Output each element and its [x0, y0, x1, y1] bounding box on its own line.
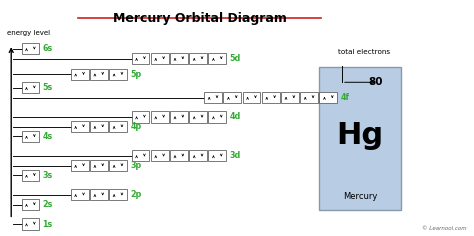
Bar	[204, 92, 222, 103]
Bar	[90, 189, 108, 200]
Bar	[189, 111, 207, 122]
Bar	[21, 170, 39, 181]
Bar	[189, 53, 207, 64]
Bar	[21, 82, 39, 93]
Bar	[71, 160, 89, 171]
Bar	[21, 219, 39, 230]
Text: 3s: 3s	[43, 171, 53, 180]
Text: 3p: 3p	[130, 161, 141, 170]
Text: Mercury Orbital Diagram: Mercury Orbital Diagram	[113, 12, 286, 25]
Bar	[109, 160, 127, 171]
Bar	[90, 69, 108, 80]
Text: Hg: Hg	[337, 121, 383, 150]
Bar	[281, 92, 299, 103]
Bar	[132, 111, 149, 122]
Text: 5d: 5d	[229, 54, 241, 63]
Bar	[151, 111, 169, 122]
Text: © Learnool.com: © Learnool.com	[422, 226, 466, 231]
Bar	[109, 189, 127, 200]
Bar	[170, 111, 188, 122]
Bar	[21, 131, 39, 142]
Bar	[170, 150, 188, 161]
Bar	[109, 121, 127, 132]
Bar	[151, 150, 169, 161]
Text: 4d: 4d	[229, 113, 241, 122]
Bar	[132, 53, 149, 64]
Bar	[209, 53, 226, 64]
Bar	[90, 121, 108, 132]
Text: 5s: 5s	[43, 83, 53, 92]
Text: total electrons: total electrons	[338, 49, 390, 55]
Bar	[21, 199, 39, 210]
Bar	[319, 67, 401, 210]
Text: 4f: 4f	[340, 93, 349, 102]
Text: 80: 80	[368, 76, 383, 87]
Bar	[189, 150, 207, 161]
Bar	[132, 150, 149, 161]
Bar	[90, 160, 108, 171]
Text: 4p: 4p	[130, 122, 141, 131]
Bar	[262, 92, 280, 103]
Text: energy level: energy level	[8, 30, 51, 36]
Text: Mercury: Mercury	[343, 192, 377, 201]
Bar	[170, 53, 188, 64]
Text: 2p: 2p	[130, 190, 142, 199]
Bar	[109, 69, 127, 80]
Bar	[71, 121, 89, 132]
Bar	[151, 53, 169, 64]
Text: 6s: 6s	[43, 44, 53, 53]
Bar	[21, 43, 39, 54]
Bar	[209, 111, 226, 122]
Bar	[209, 150, 226, 161]
Bar	[319, 92, 337, 103]
Bar	[71, 189, 89, 200]
Text: 2s: 2s	[43, 200, 53, 209]
Bar	[243, 92, 260, 103]
Text: 3d: 3d	[229, 152, 241, 160]
Bar	[223, 92, 241, 103]
Text: 5p: 5p	[130, 70, 141, 79]
Text: 4s: 4s	[43, 132, 53, 141]
Text: 1s: 1s	[43, 219, 53, 228]
Bar	[71, 69, 89, 80]
Bar	[300, 92, 318, 103]
